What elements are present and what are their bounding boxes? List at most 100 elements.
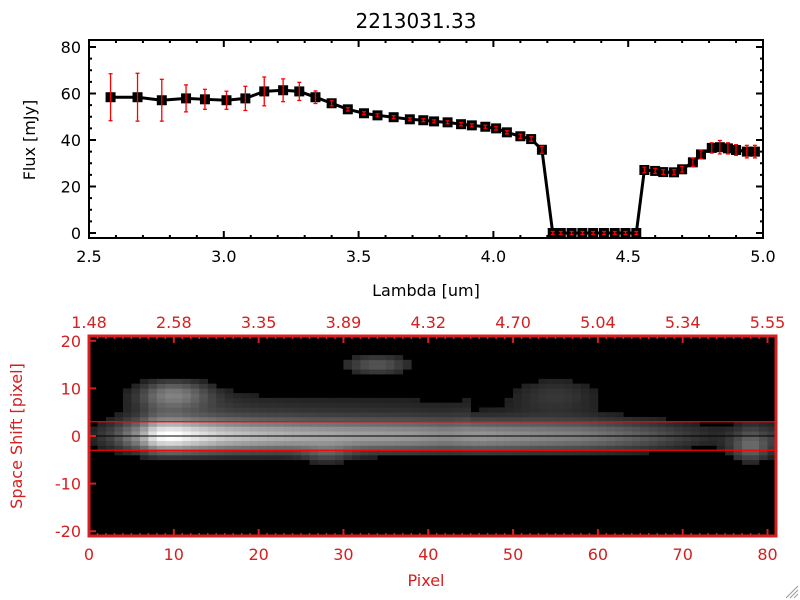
image-pixel [767, 455, 777, 461]
image-pixel [241, 431, 251, 437]
image-pixel [445, 421, 454, 427]
image-pixel [631, 440, 641, 446]
image-pixel [504, 431, 514, 437]
image-pixel [89, 440, 98, 446]
image-pixel [241, 412, 251, 418]
image-pixel [139, 421, 149, 427]
image-pixel [453, 445, 463, 451]
image-pixel [318, 455, 327, 461]
image-pixel [648, 436, 658, 442]
resize-grip-icon[interactable] [785, 585, 799, 599]
image-pixel [597, 412, 607, 418]
image-pixel [207, 402, 217, 408]
image-pixel [173, 397, 183, 403]
image-pixel [377, 416, 387, 423]
image-pixel [368, 397, 378, 403]
image-pixel [530, 393, 539, 399]
image-pixel [563, 407, 573, 413]
image-pixel [589, 421, 599, 427]
image-pixel [258, 436, 268, 442]
image-pixel [360, 445, 370, 451]
y-tick-label: 20 [61, 178, 81, 197]
image-pixel [555, 426, 565, 432]
image-pixel [419, 412, 429, 418]
image-pixel [368, 355, 378, 361]
image-pixel [742, 421, 751, 427]
image-pixel [513, 440, 522, 446]
image-pixel [241, 455, 251, 461]
image-pixel [360, 436, 370, 442]
image-pixel [555, 431, 565, 437]
image-pixel [589, 412, 599, 418]
image-pixel [538, 421, 548, 427]
image-pixel [182, 421, 192, 427]
image-pixel [623, 445, 633, 451]
image-pixel [428, 440, 438, 446]
image-pixel [513, 450, 522, 456]
image-pixel [470, 426, 480, 432]
image-pixel [682, 421, 692, 427]
image-pixel [445, 431, 454, 437]
image-pixel [292, 445, 302, 451]
image-pixel [139, 445, 149, 451]
image-pixel [419, 440, 429, 446]
image-pixel [267, 445, 276, 451]
image-pixel [470, 440, 480, 446]
image-pixel [385, 421, 395, 427]
image-pixel [275, 397, 285, 403]
image-pixel [419, 426, 429, 432]
image-pixel [563, 421, 573, 427]
image-pixel [606, 436, 616, 442]
image-pixel [445, 440, 454, 446]
image-pixel [131, 393, 141, 399]
image-pixel [233, 421, 242, 427]
image-pixel [199, 407, 209, 413]
image-pixel [173, 388, 183, 394]
image-pixel [207, 388, 217, 394]
image-pixel [470, 445, 480, 451]
image-pixel [631, 426, 641, 432]
image-pixel [343, 402, 353, 408]
image-pixel [275, 412, 285, 418]
image-pixel [334, 431, 344, 437]
image-pixel [462, 416, 471, 423]
image-pixel [309, 440, 319, 446]
image-pixel [445, 450, 454, 456]
image-pixel [368, 431, 378, 437]
image-pixel [538, 412, 548, 418]
image-pixel [173, 416, 183, 423]
image-pixel [487, 407, 497, 413]
image-pixel [580, 383, 590, 389]
image-pixel [318, 412, 327, 418]
image-pixel [182, 455, 192, 461]
image-pixel [513, 388, 522, 394]
image-pixel [504, 412, 514, 418]
image-pixel [479, 416, 488, 423]
image-pixel [173, 383, 183, 389]
image-pixel [394, 445, 404, 451]
image-pixel [326, 431, 336, 437]
image-pixel [165, 455, 175, 461]
image-pixel [360, 397, 370, 403]
image-pixel [233, 445, 242, 451]
image-pixel [708, 440, 717, 446]
image-pixel [326, 440, 336, 446]
image-pixel [547, 450, 556, 456]
image-pixel [377, 445, 387, 451]
image-pixel [351, 359, 361, 365]
image-pixel [445, 402, 454, 408]
image-pixel [742, 440, 751, 446]
image-pixel [309, 459, 319, 465]
image-pixel [343, 407, 353, 413]
image-pixel [267, 440, 276, 446]
image-pixel [521, 402, 531, 408]
image-pixel [589, 431, 599, 437]
image-pixel [580, 445, 590, 451]
image-pixel [750, 445, 760, 451]
image-pixel [292, 412, 302, 418]
image-pixel [258, 440, 268, 446]
image-pixel [716, 431, 726, 437]
image-pixel [589, 426, 599, 432]
image-pixel [411, 407, 421, 413]
image-pixel [496, 436, 505, 442]
